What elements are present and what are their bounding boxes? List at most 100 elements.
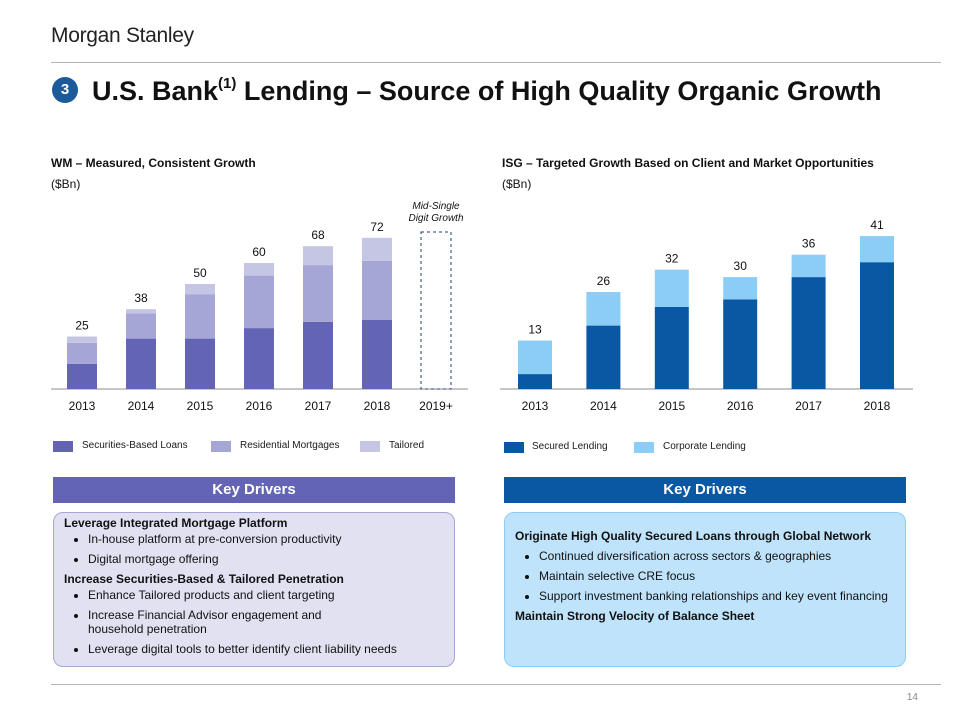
title-main: U.S. Bank — [92, 76, 219, 106]
x-tick-label-2016: 2016 — [246, 399, 273, 413]
x-tick-label-2017: 2017 — [795, 399, 822, 413]
x-tick-label-2015: 2015 — [658, 399, 685, 413]
bar-total-label-2017: 68 — [311, 228, 325, 242]
bar-total-label-2014: 26 — [597, 274, 611, 288]
bar-segment-secured-lending-2017 — [791, 277, 826, 389]
bar-total-label-2014: 38 — [134, 291, 148, 305]
title-rest: Lending – Source of High Quality Organic… — [236, 76, 882, 106]
bar-segment-securities-based-loans-2014 — [126, 338, 156, 389]
x-tick-label-2014: 2014 — [128, 399, 155, 413]
legend-label-secured: Secured Lending — [532, 441, 608, 452]
bar-total-label-2018: 72 — [370, 220, 384, 234]
section-badge: 3 — [52, 77, 78, 103]
bar-segment-corporate-lending-2015 — [654, 269, 689, 307]
isg-legend: Secured Lending Corporate Lending — [504, 441, 804, 455]
wm-driver-list-securities: Enhance Tailored products and client tar… — [64, 588, 444, 656]
wm-chart-title: WM – Measured, Consistent Growth — [51, 156, 256, 170]
bar-segment-tailored-2013 — [67, 336, 97, 343]
isg-key-drivers-header: Key Drivers — [504, 477, 906, 503]
isg-driver-heading-velocity: Maintain Strong Velocity of Balance Shee… — [515, 609, 755, 623]
legend-label-securities: Securities-Based Loans — [82, 440, 188, 451]
footer-divider — [51, 684, 941, 685]
bar-segment-securities-based-loans-2016 — [244, 328, 274, 389]
bar-total-label-2016: 30 — [734, 259, 748, 273]
legend-label-corporate: Corporate Lending — [663, 441, 746, 452]
bar-segment-tailored-2017 — [303, 246, 333, 266]
bar-segment-corporate-lending-2013 — [518, 340, 552, 375]
page-title: U.S. Bank(1) Lending – Source of High Qu… — [92, 75, 882, 107]
bar-total-label-2015: 32 — [665, 252, 679, 266]
legend-swatch-tailored — [360, 441, 380, 452]
projection-bar-2019+ — [420, 231, 452, 390]
projection-note-line2: Digit Growth — [408, 213, 463, 224]
bar-segment-corporate-lending-2016 — [723, 277, 758, 300]
legend-label-tailored: Tailored — [389, 440, 425, 451]
bar-segment-tailored-2015 — [185, 284, 215, 295]
x-tick-label-2019+: 2019+ — [419, 399, 453, 413]
legend-swatch-secured — [504, 442, 524, 453]
bar-total-label-2016: 60 — [252, 245, 266, 259]
bar-segment-residential-mortgages-2016 — [244, 275, 274, 329]
x-tick-label-2016: 2016 — [727, 399, 754, 413]
wm-legend: Securities-Based Loans Residential Mortg… — [53, 440, 453, 454]
wm-lending-chart: 25 2013 38 2014 50 2015 60 2016 68 2017 72 2018 Mid-… — [51, 201, 468, 413]
bar-segment-secured-lending-2015 — [654, 306, 689, 389]
bar-segment-tailored-2018 — [362, 237, 392, 261]
wm-key-drivers-box: Leverage Integrated Mortgage Platform In… — [53, 512, 455, 667]
wm-driver-bullet: Digital mortgage offering — [88, 552, 444, 566]
bar-segment-residential-mortgages-2018 — [362, 260, 392, 320]
x-tick-label-2013: 2013 — [69, 399, 96, 413]
bar-segment-corporate-lending-2014 — [586, 292, 621, 326]
isg-driver-list: Continued diversification across sectors… — [515, 549, 895, 603]
bar-total-label-2013: 13 — [528, 323, 542, 337]
legend-swatch-residential — [211, 441, 231, 452]
isg-key-drivers-box: Originate High Quality Secured Loans thr… — [504, 512, 906, 667]
isg-driver-bullet: Continued diversification across sectors… — [539, 549, 895, 563]
wm-driver-bullet: In-house platform at pre-conversion prod… — [88, 532, 444, 546]
x-tick-label-2018: 2018 — [364, 399, 391, 413]
bar-segment-securities-based-loans-2015 — [185, 338, 215, 389]
page-number: 14 — [906, 692, 918, 703]
bar-segment-secured-lending-2013 — [518, 374, 552, 389]
legend-swatch-securities — [53, 441, 73, 452]
x-tick-label-2017: 2017 — [305, 399, 332, 413]
title-footnote-ref: (1) — [218, 75, 237, 92]
wm-key-drivers-header: Key Drivers — [53, 477, 455, 503]
bar-segment-residential-mortgages-2013 — [67, 342, 97, 364]
x-tick-label-2013: 2013 — [522, 399, 549, 413]
x-tick-label-2014: 2014 — [590, 399, 617, 413]
header-divider — [51, 62, 941, 63]
legend-label-residential: Residential Mortgages — [240, 440, 340, 451]
isg-lending-chart: 13 2013 26 2014 32 2015 30 2016 36 2017 41 2018 — [500, 218, 913, 413]
x-tick-label-2018: 2018 — [864, 399, 891, 413]
bar-segment-corporate-lending-2017 — [791, 254, 826, 278]
bar-segment-residential-mortgages-2014 — [126, 313, 156, 339]
bar-segment-secured-lending-2018 — [860, 262, 894, 389]
bar-total-label-2013: 25 — [75, 319, 89, 333]
bar-segment-secured-lending-2014 — [586, 325, 621, 389]
legend-swatch-corporate — [634, 442, 654, 453]
bar-segment-residential-mortgages-2017 — [303, 265, 333, 322]
wm-chart-unit: ($Bn) — [51, 177, 81, 191]
isg-driver-heading-secured: Originate High Quality Secured Loans thr… — [515, 529, 872, 543]
x-tick-label-2015: 2015 — [187, 399, 214, 413]
wm-driver-bullet: Leverage digital tools to better identif… — [88, 642, 444, 656]
bar-segment-secured-lending-2016 — [723, 299, 758, 389]
bar-segment-tailored-2016 — [244, 263, 274, 276]
morgan-stanley-logo: Morgan Stanley — [51, 24, 194, 47]
isg-chart-title: ISG – Targeted Growth Based on Client an… — [502, 156, 874, 170]
bar-segment-securities-based-loans-2013 — [67, 363, 97, 389]
bar-total-label-2017: 36 — [802, 237, 816, 251]
wm-driver-heading-mortgage: Leverage Integrated Mortgage Platform — [64, 516, 288, 530]
bar-total-label-2015: 50 — [193, 266, 207, 280]
isg-driver-bullet: Maintain selective CRE focus — [539, 569, 895, 583]
isg-driver-bullet: Support investment banking relationships… — [539, 589, 895, 603]
wm-driver-bullet: Increase Financial Advisor engagement an… — [88, 608, 444, 636]
bar-segment-tailored-2014 — [126, 309, 156, 314]
wm-driver-list-mortgage: In-house platform at pre-conversion prod… — [64, 532, 444, 566]
projection-note-line1: Mid-Single — [412, 201, 460, 212]
bar-total-label-2018: 41 — [870, 218, 884, 232]
bar-segment-corporate-lending-2018 — [860, 236, 894, 263]
wm-driver-bullet: Enhance Tailored products and client tar… — [88, 588, 444, 602]
isg-chart-unit: ($Bn) — [502, 177, 532, 191]
